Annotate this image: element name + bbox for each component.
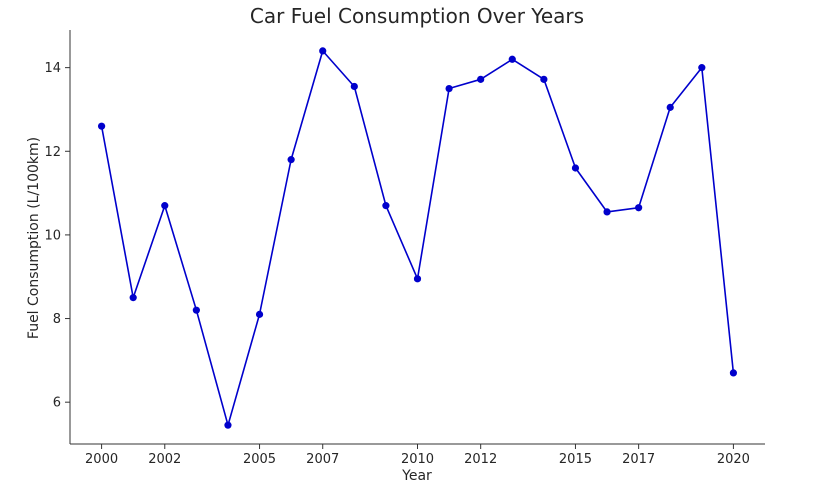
x-axis-ticks: 2000 2002 2005 2007 2010 2012 2015 2017 2020 bbox=[85, 444, 750, 467]
data-series bbox=[97, 47, 738, 429]
x-tick-label: 2017 bbox=[622, 452, 655, 467]
data-point bbox=[508, 55, 516, 63]
data-point bbox=[540, 75, 548, 83]
y-tick-label: 6 bbox=[53, 396, 61, 411]
y-tick-label: 14 bbox=[44, 61, 61, 76]
data-point bbox=[477, 75, 485, 83]
data-point bbox=[635, 204, 643, 212]
data-point bbox=[97, 122, 106, 130]
data-point bbox=[319, 47, 327, 55]
x-tick-label: 2010 bbox=[401, 452, 434, 467]
y-axis-ticks: 6 8 10 12 14 bbox=[44, 61, 70, 411]
data-point bbox=[129, 294, 137, 302]
data-point bbox=[445, 84, 453, 93]
data-point bbox=[382, 202, 390, 210]
data-point bbox=[698, 64, 706, 72]
data-point bbox=[224, 421, 232, 429]
x-tick-label: 2000 bbox=[85, 452, 118, 467]
data-point bbox=[161, 202, 169, 210]
data-point bbox=[571, 164, 580, 172]
data-point bbox=[729, 369, 738, 377]
y-axis-label: Fuel Consumption (L/100km) bbox=[26, 137, 42, 339]
data-point bbox=[413, 275, 422, 283]
x-tick-label: 2002 bbox=[148, 452, 181, 467]
x-tick-label: 2007 bbox=[306, 452, 339, 467]
data-point bbox=[287, 156, 295, 164]
series-line bbox=[100, 50, 735, 427]
y-tick-label: 12 bbox=[44, 145, 61, 160]
x-axis-label: Year bbox=[401, 468, 432, 484]
x-tick-label: 2020 bbox=[717, 452, 750, 467]
x-tick-label: 2012 bbox=[464, 452, 497, 467]
x-tick-label: 2015 bbox=[559, 452, 592, 467]
data-point bbox=[255, 310, 264, 318]
data-point bbox=[350, 82, 358, 91]
y-tick-label: 10 bbox=[44, 228, 61, 243]
data-point bbox=[603, 208, 611, 216]
y-tick-label: 8 bbox=[53, 312, 61, 327]
data-point bbox=[666, 103, 674, 111]
data-point bbox=[192, 306, 200, 314]
chart-title: Car Fuel Consumption Over Years bbox=[250, 4, 584, 28]
x-tick-label: 2005 bbox=[243, 452, 276, 467]
